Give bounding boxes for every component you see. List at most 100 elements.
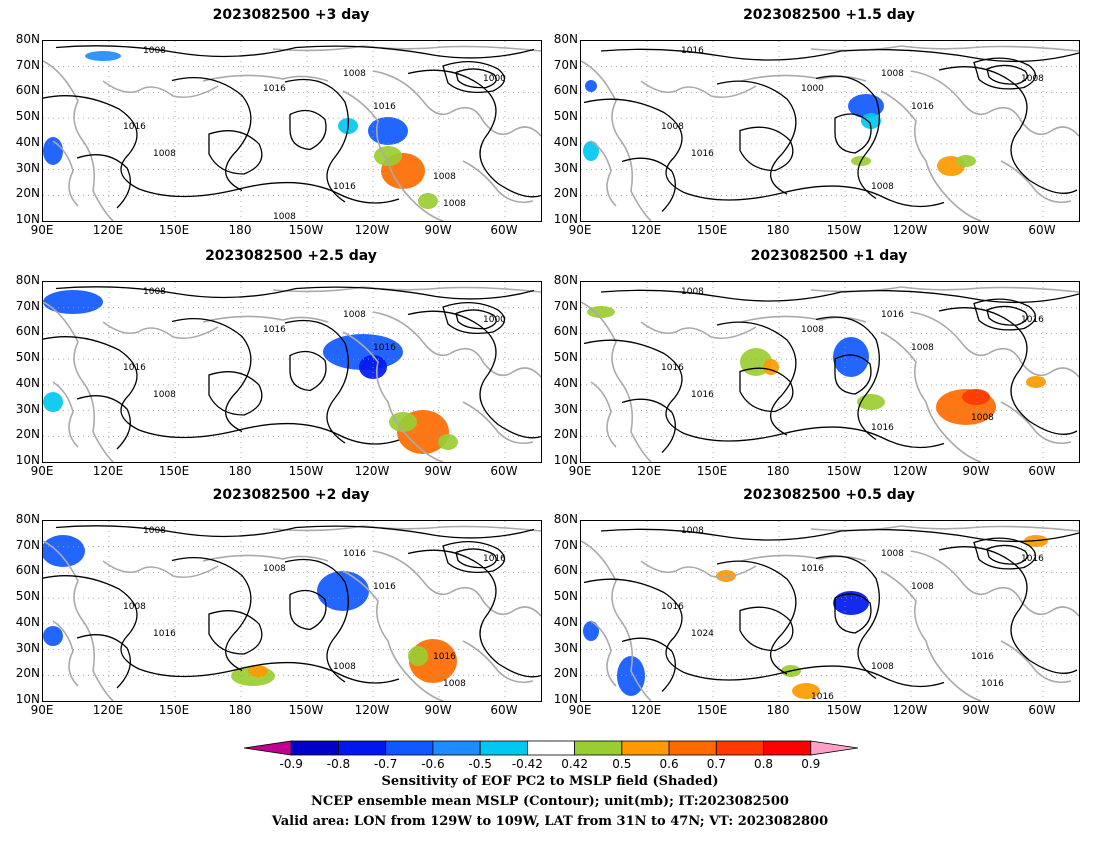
panel-title: 2023082500 +2 day: [212, 487, 370, 503]
lon-tick-label: 60W: [1028, 223, 1056, 237]
panel-title: 2023082500 +1 day: [750, 248, 908, 264]
lat-tick-label: 40N: [553, 375, 578, 390]
coastline: [910, 70, 1079, 137]
sensitivity-shade: [317, 571, 369, 611]
mslp-contour: [284, 78, 349, 203]
lon-tick-label: 90E: [568, 223, 592, 237]
contour-label: 1016: [971, 652, 994, 662]
lon-tick-label: 120W: [892, 703, 928, 717]
contour-label: 1016: [343, 549, 366, 559]
lat-tick-label: 40N: [553, 134, 578, 149]
contour-label: 1024: [691, 629, 714, 639]
lon-tick-label: 180: [228, 464, 252, 478]
sensitivity-shade: [716, 570, 736, 582]
contour-label: 1016: [811, 692, 834, 701]
colorbar-tick-label: -0.9: [279, 757, 303, 771]
mslp-contour: [815, 75, 880, 200]
coastline: [52, 620, 79, 687]
contour-label: 1016: [263, 84, 286, 94]
colorbar-swatch: [526, 740, 576, 756]
mslp-contour: [621, 637, 676, 692]
lat-tick-label: 60N: [553, 324, 578, 339]
sensitivity-shade: [418, 193, 438, 209]
contour-label: 1008: [263, 564, 286, 574]
lat-tick-label: 50N: [15, 589, 40, 604]
mslp-contour: [621, 157, 676, 212]
coastline: [342, 570, 444, 701]
mslp-contour: [583, 578, 945, 688]
colorbar-tick-label: 0.7: [706, 757, 726, 771]
colorbar-swatch: [810, 740, 858, 756]
caption-line-1: Sensitivity of EOF PC2 to MSLP field (Sh…: [381, 774, 719, 789]
coastline: [740, 74, 867, 82]
lon-tick-label: 150W: [288, 223, 324, 237]
contour-label: 1008: [443, 199, 466, 209]
lat-tick-label: 50N: [553, 109, 578, 124]
contour-label: 1016: [373, 102, 396, 112]
lon-tick-label: 90W: [424, 703, 452, 717]
lon-tick-label: 120E: [630, 703, 662, 717]
lat-tick-label: 70N: [15, 298, 40, 313]
contour-label: 1000: [801, 84, 824, 94]
contour-label: 1016: [801, 564, 824, 574]
colorbar-swatch: [244, 740, 292, 756]
mslp-contour: [171, 557, 252, 672]
mslp-contour: [442, 541, 505, 574]
coastline: [590, 620, 617, 687]
mslp-contour: [455, 68, 497, 89]
lon-tick-label: 150E: [158, 703, 190, 717]
contour-label: 1008: [911, 343, 934, 353]
contour-label: 1016: [373, 343, 396, 353]
mslp-contour: [973, 537, 1036, 570]
map-canvas: 1016 1008 1008 1000 1016 1008 1016 1008: [581, 41, 1079, 221]
contour-label: 1008: [661, 122, 684, 132]
mslp-contour: [938, 66, 1078, 194]
contour-label: 1016: [333, 182, 356, 192]
mslp-contour: [621, 398, 676, 453]
lon-tick-label: 180: [766, 223, 790, 237]
lon-tick-label: 150W: [288, 464, 324, 478]
coastline: [581, 60, 652, 221]
mslp-contour: [739, 606, 794, 652]
map-canvas: 1008 1008 1000 1016 1016 1016 1008: [43, 282, 541, 462]
lon-tick-label: 120W: [354, 223, 390, 237]
lon-tick-label: 90E: [568, 464, 592, 478]
map-plot: 1008 1008 1016 1016 1008 1016 1024 1008 1016 1016…: [580, 520, 1080, 702]
contour-label: 1016: [691, 390, 714, 400]
coastline: [1000, 160, 1072, 204]
lat-tick-label: 50N: [15, 350, 40, 365]
map-canvas: 1008 1016 1016 1008 1008 1016 1016 1016 1008: [581, 282, 1079, 462]
lat-tick-label: 60N: [15, 563, 40, 578]
coastline: [880, 570, 982, 701]
mslp-contour: [834, 354, 872, 395]
contour-label: 1008: [273, 212, 296, 221]
mslp-contour: [834, 593, 872, 634]
mslp-contour: [208, 130, 263, 175]
lon-tick-label: 60W: [490, 703, 518, 717]
lon-tick-label: 90W: [962, 464, 990, 478]
lat-tick-label: 30N: [15, 401, 40, 416]
lon-tick-label: 90E: [30, 703, 54, 717]
lat-tick-label: 80N: [15, 512, 40, 526]
lat-tick-label: 50N: [553, 350, 578, 365]
sensitivity-shade: [956, 155, 976, 167]
contour-label: 1016: [981, 679, 1004, 689]
colorbar-tick-label: -0.8: [326, 757, 351, 771]
sensitivity-shade: [587, 306, 615, 318]
coastline: [880, 90, 982, 221]
map-plot: 1008 1016 1016 1008 1016 1008 1016 1008 1016 1008: [42, 520, 542, 702]
map-canvas: 1008 1016 1016 1008 1016 1008 1016 1008 1016 1008: [43, 521, 541, 701]
sensitivity-shade: [408, 646, 428, 666]
lon-tick-label: 150W: [826, 223, 862, 237]
colorbar-swatch: [763, 740, 812, 756]
contour-label: 1008: [801, 325, 824, 335]
lat-tick-label: 20N: [15, 427, 40, 442]
coastline: [43, 301, 114, 462]
mslp-contour: [55, 286, 535, 300]
caption-line-3: Valid area: LON from 129W to 109W, LAT f…: [271, 814, 829, 829]
lat-tick-label: 60N: [15, 324, 40, 339]
mslp-contour: [815, 555, 880, 680]
mslp-contour: [171, 77, 252, 192]
lat-tick-label: 40N: [15, 375, 40, 390]
lat-tick-label: 40N: [15, 614, 40, 629]
